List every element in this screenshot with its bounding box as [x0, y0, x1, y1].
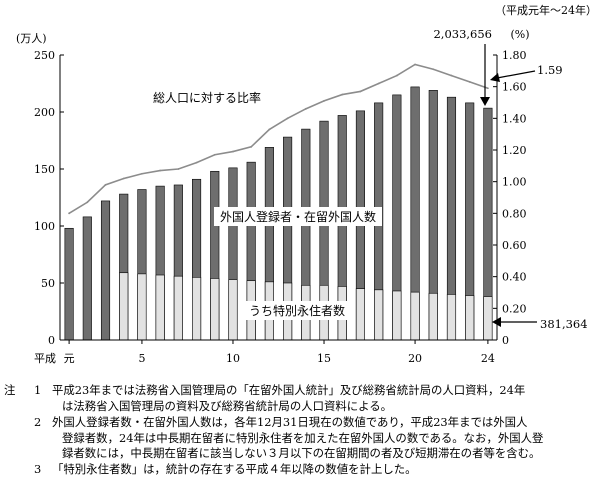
- total-bar: [100, 200, 111, 341]
- ratio-last-value: 1.59: [537, 63, 563, 77]
- left-tick-label: 200: [34, 106, 55, 119]
- special-series-label-bg: [240, 301, 355, 320]
- left-tick-label: 250: [34, 49, 55, 62]
- note-line: 平成23年までは法務省入国管理局の「在留外国人統計」及び総務省統計局の人口資料，…: [52, 383, 526, 397]
- ratio-point: [468, 81, 471, 83]
- x-axis-ticks: 元 5 10 15 20 24: [64, 340, 495, 365]
- note-line: 「特別永住者数」は，統計の存在する平成４年以降の数値を計上した。: [52, 462, 417, 476]
- special-bar: [119, 272, 129, 341]
- special-bar: [210, 278, 220, 341]
- special-last-arrow: [492, 317, 537, 327]
- note-mark: 注: [4, 383, 16, 397]
- ratio-series-label: 総人口に対する比率: [153, 90, 261, 105]
- total-bars: [64, 86, 493, 341]
- right-tick-label: 1.20: [502, 144, 527, 157]
- right-tick-label: 1.60: [502, 81, 527, 94]
- left-tick-label: 100: [34, 220, 55, 233]
- right-tick-label: 0.20: [502, 302, 527, 315]
- ratio-point: [177, 168, 180, 170]
- x-axis-prefix: 平成: [34, 352, 56, 365]
- note-line: 録者数には，中長期在留者に該当しない３月以下の在留期間の者及び短期滞在の者等を含…: [62, 446, 541, 460]
- right-tick-label: 1.80: [502, 49, 527, 62]
- ratio-point: [414, 63, 416, 66]
- special-bar: [483, 296, 493, 341]
- ratio-point: [68, 212, 71, 215]
- note-line: 登録者数，24年は中長期在留者に特別永住者を加えた在留外国人の数である。なお，外…: [62, 430, 544, 445]
- right-axis-unit: (%): [510, 28, 529, 41]
- axes: [59, 55, 498, 341]
- ratio-point: [359, 90, 362, 93]
- ratio-point: [250, 145, 253, 148]
- special-bar: [410, 291, 420, 341]
- note-number: 1: [34, 383, 42, 397]
- special-last-value: 381,364: [540, 317, 588, 331]
- right-tick-label: 0.40: [502, 271, 527, 284]
- right-tick-label: 0.80: [502, 207, 527, 220]
- right-tick-label: 0: [502, 334, 509, 347]
- x-tick-label: 20: [408, 352, 422, 365]
- right-tick-label: 1.40: [502, 112, 527, 125]
- right-tick-label: 1.00: [502, 176, 527, 189]
- total-last-arrow: [480, 44, 490, 106]
- special-bar: [173, 275, 183, 341]
- note-3: 3 「特別永住者数」は，統計の存在する平成４年以降の数値を計上した。: [0, 462, 600, 478]
- period-label: （平成元年～24年）: [495, 3, 597, 17]
- x-tick-label: 5: [138, 352, 145, 365]
- left-axis-ticks: 0 50 100 150 200 250: [34, 49, 64, 347]
- foreign-residents-chart: 0 50 100 150 200 250 0 0.20 0.40 0.60 0.80 1.00 1.2…: [16, 3, 597, 365]
- right-axis-ticks: 0 0.20 0.40 0.60 0.80 1.00 1.20 1.40 1.60 1.80: [493, 49, 527, 347]
- special-bar: [392, 290, 402, 341]
- special-bar: [192, 276, 202, 341]
- x-tick-label: 24: [481, 352, 495, 365]
- note-number: 2: [34, 415, 42, 429]
- x-tick-label: 10: [226, 352, 240, 365]
- ratio-point: [341, 93, 344, 96]
- ratio-point: [268, 128, 271, 131]
- ratio-point: [86, 201, 89, 204]
- ratio-point: [304, 107, 307, 110]
- total-series-label-bg: [214, 207, 382, 226]
- ratio-point: [141, 172, 143, 175]
- left-tick-label: 150: [34, 163, 55, 176]
- ratio-last-arrow: [490, 70, 536, 82]
- special-bar: [446, 294, 457, 341]
- ratio-point: [195, 161, 198, 164]
- ratio-point: [122, 177, 125, 180]
- left-tick-label: 0: [48, 334, 55, 347]
- special-bar: [155, 274, 165, 341]
- total-bar: [64, 227, 74, 341]
- special-series-label: うち特別永住者数: [249, 303, 345, 318]
- total-last-value: 2,033,656: [433, 27, 492, 41]
- ratio-point: [432, 68, 435, 71]
- ratio-point: [213, 153, 216, 156]
- special-bar: [355, 288, 365, 341]
- ratio-point: [486, 87, 489, 90]
- left-tick-label: 50: [41, 277, 55, 290]
- total-series-label: 外国人登録者・在留外国人数: [220, 209, 376, 224]
- ratio-point: [104, 183, 107, 186]
- ratio-point: [286, 117, 289, 120]
- ratio-point: [323, 100, 325, 102]
- note-line: は法務省入国管理局の資料及び総務省統計局の人口資料による。: [62, 398, 392, 413]
- special-bar: [374, 289, 384, 341]
- ratio-point: [450, 74, 453, 77]
- right-tick-label: 0.60: [502, 239, 527, 252]
- left-axis-unit: (万人): [16, 32, 47, 45]
- note-2: 2 外国人登録者数・在留外国人数は，各年12月31日現在の数値であり，平成23年…: [0, 415, 600, 463]
- note-number: 3: [34, 462, 42, 476]
- note-line: 外国人登録者数・在留外国人数は，各年12月31日現在の数値であり，平成23年まで…: [52, 415, 528, 429]
- x-tick-label: 15: [317, 352, 331, 365]
- ratio-point: [377, 82, 380, 85]
- ratio-point: [232, 150, 234, 153]
- x-tick-label: 元: [64, 352, 75, 365]
- special-bar: [228, 279, 238, 341]
- ratio-line: [68, 63, 489, 215]
- special-bar: [137, 273, 147, 341]
- ratio-point: [395, 74, 398, 77]
- total-bar: [82, 216, 92, 341]
- special-bar: [428, 292, 438, 341]
- special-bar: [465, 295, 475, 341]
- ratio-point: [159, 169, 162, 172]
- note-1: 注 1 平成23年までは法務省入国管理局の「在留外国人統計」及び総務省統計局の人…: [0, 383, 600, 415]
